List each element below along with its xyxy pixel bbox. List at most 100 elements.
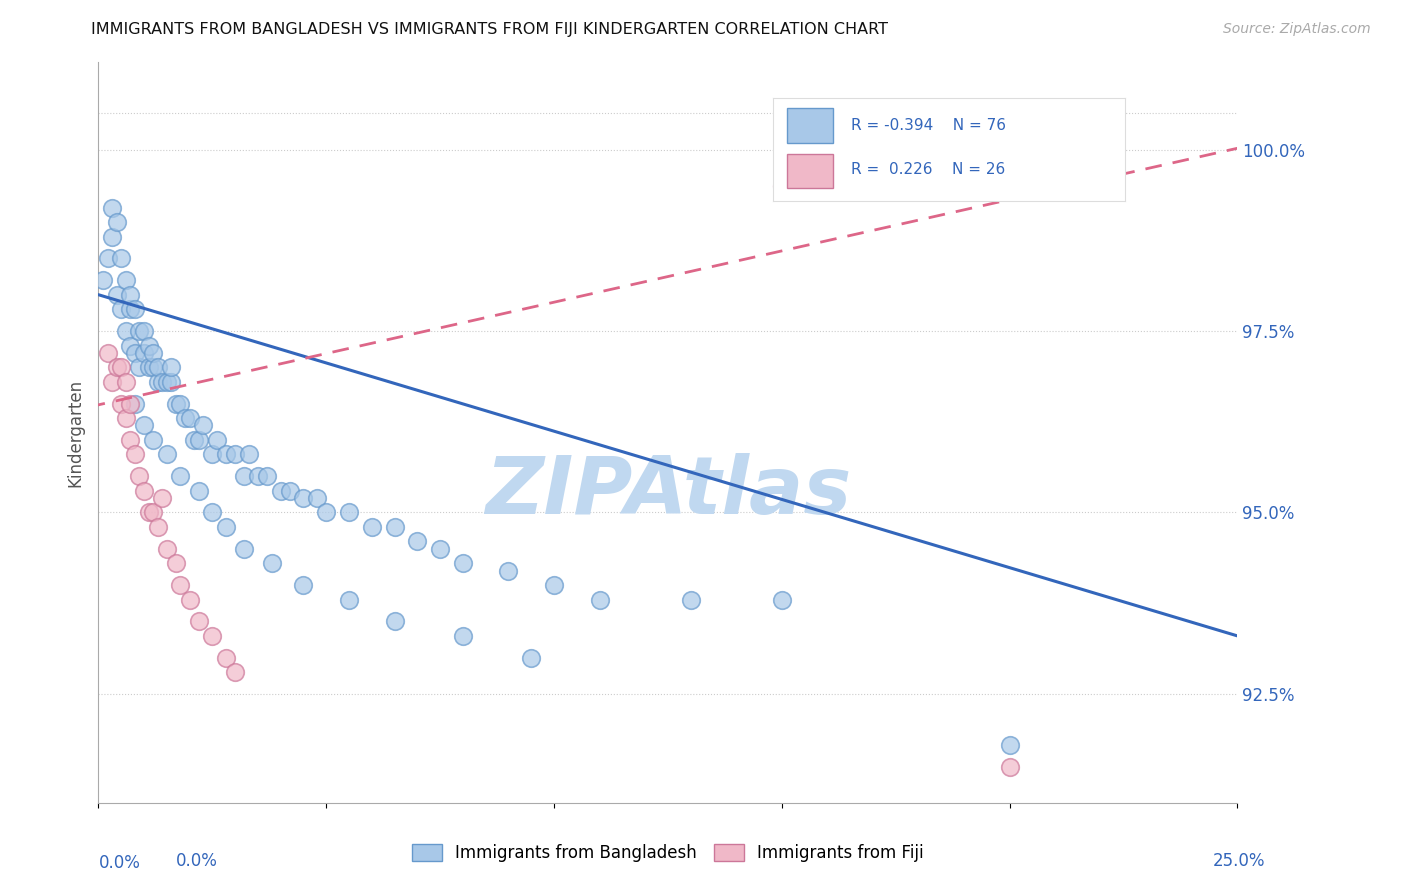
Point	[205, 433, 228, 447]
Point	[156, 541, 179, 556]
Point	[120, 396, 142, 410]
Point	[124, 302, 146, 317]
Point	[451, 556, 474, 570]
Point	[110, 360, 132, 375]
Text: R = -0.394    N = 76: R = -0.394 N = 76	[851, 119, 1005, 133]
Point	[105, 215, 128, 229]
Point	[146, 360, 169, 375]
Point	[91, 273, 114, 287]
Point	[224, 447, 246, 461]
Point	[406, 534, 429, 549]
Point	[337, 506, 360, 520]
Point	[233, 469, 256, 483]
Point	[120, 433, 142, 447]
Point	[96, 345, 118, 359]
Point	[315, 506, 337, 520]
Point	[337, 592, 360, 607]
Point	[169, 469, 191, 483]
Point	[187, 483, 209, 498]
Point	[142, 433, 165, 447]
Point	[150, 375, 173, 389]
Point	[132, 483, 155, 498]
Point	[201, 447, 224, 461]
Point	[187, 433, 209, 447]
Point	[146, 520, 169, 534]
Point	[201, 506, 224, 520]
Point	[215, 520, 238, 534]
Point	[160, 360, 183, 375]
Point	[307, 491, 329, 505]
Point	[146, 375, 169, 389]
Point	[105, 287, 128, 301]
Point	[128, 360, 150, 375]
Point	[138, 360, 160, 375]
Point	[201, 629, 224, 643]
Point	[101, 201, 124, 215]
Point	[179, 411, 201, 425]
Point	[124, 396, 146, 410]
Point	[384, 520, 406, 534]
Point	[114, 375, 136, 389]
Point	[193, 418, 215, 433]
Point	[142, 506, 165, 520]
Point	[238, 447, 260, 461]
Point	[679, 592, 702, 607]
Point	[520, 650, 543, 665]
Point	[124, 345, 146, 359]
Text: Source: ZipAtlas.com: Source: ZipAtlas.com	[1223, 22, 1371, 37]
Point	[114, 324, 136, 338]
Text: 25.0%: 25.0%	[1213, 852, 1265, 870]
Point	[110, 396, 132, 410]
Point	[120, 338, 142, 352]
Point	[169, 578, 191, 592]
Point	[588, 592, 610, 607]
Point	[138, 506, 160, 520]
Point	[138, 338, 160, 352]
Point	[110, 252, 132, 266]
Point	[165, 556, 187, 570]
Point	[105, 360, 128, 375]
Point	[215, 650, 238, 665]
Point	[543, 578, 565, 592]
Point	[150, 491, 173, 505]
Point	[169, 396, 191, 410]
Point	[132, 324, 155, 338]
FancyBboxPatch shape	[787, 108, 832, 144]
Text: 0.0%: 0.0%	[176, 852, 218, 870]
Point	[124, 447, 146, 461]
Point	[451, 629, 474, 643]
Point	[114, 411, 136, 425]
Point	[498, 564, 520, 578]
Point	[278, 483, 301, 498]
Point	[292, 578, 315, 592]
Y-axis label: Kindergarten: Kindergarten	[66, 378, 84, 487]
Point	[260, 556, 283, 570]
Point	[179, 592, 201, 607]
Point	[128, 469, 150, 483]
Point	[120, 287, 142, 301]
Point	[256, 469, 278, 483]
Legend: Immigrants from Bangladesh, Immigrants from Fiji: Immigrants from Bangladesh, Immigrants f…	[405, 837, 931, 869]
Text: 0.0%: 0.0%	[98, 854, 141, 871]
Point	[132, 345, 155, 359]
Point	[120, 302, 142, 317]
Point	[142, 345, 165, 359]
Point	[114, 273, 136, 287]
Text: R =  0.226    N = 26: R = 0.226 N = 26	[851, 162, 1005, 178]
Point	[292, 491, 315, 505]
Point	[132, 418, 155, 433]
Point	[142, 360, 165, 375]
Point	[224, 665, 246, 680]
Point	[174, 411, 197, 425]
Point	[998, 738, 1021, 752]
Text: IMMIGRANTS FROM BANGLADESH VS IMMIGRANTS FROM FIJI KINDERGARTEN CORRELATION CHAR: IMMIGRANTS FROM BANGLADESH VS IMMIGRANTS…	[91, 22, 889, 37]
Point	[215, 447, 238, 461]
Point	[770, 592, 793, 607]
Point	[128, 324, 150, 338]
Point	[110, 302, 132, 317]
Point	[360, 520, 382, 534]
Point	[101, 375, 124, 389]
Point	[998, 759, 1021, 773]
Point	[96, 252, 118, 266]
Point	[156, 375, 179, 389]
